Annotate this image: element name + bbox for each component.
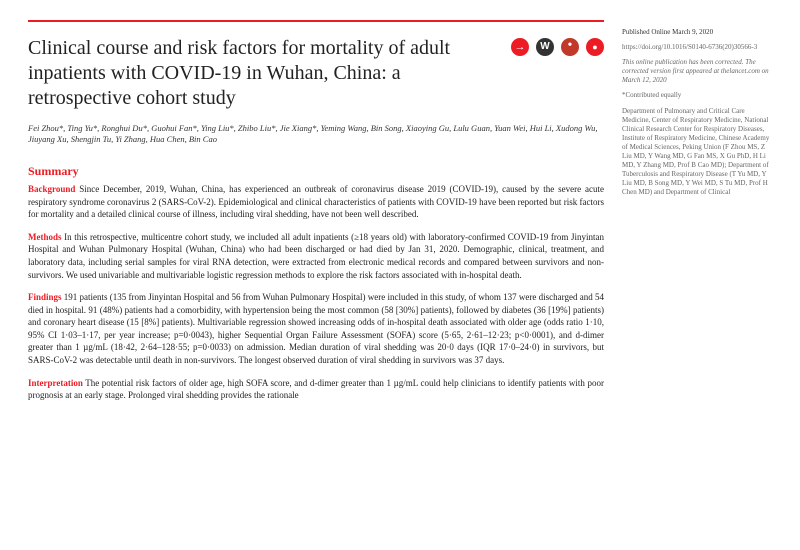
methods-text: In this retrospective, multicentre cohor… (28, 232, 604, 280)
interpretation-text: The potential risk factors of older age,… (28, 378, 604, 401)
author-list: Fei Zhou*, Ting Yu*, Ronghui Du*, Guohui… (28, 123, 604, 146)
findings-section: Findings 191 patients (135 from Jinyinta… (28, 291, 604, 367)
findings-lead: Findings (28, 292, 62, 302)
methods-lead: Methods (28, 232, 62, 242)
person-icon (561, 38, 579, 56)
sidebar-column: Published Online March 9, 2020 https://d… (622, 20, 772, 412)
findings-text: 191 patients (135 from Jinyintan Hospita… (28, 292, 604, 365)
main-column: Clinical course and risk factors for mor… (28, 20, 622, 412)
interpretation-lead: Interpretation (28, 378, 83, 388)
background-text: Since December, 2019, Wuhan, China, has … (28, 184, 604, 219)
interpretation-section: Interpretation The potential risk factor… (28, 377, 604, 402)
journal-rule (28, 20, 604, 22)
contrib-note: *Contributed equally (622, 91, 772, 100)
globe-icon (586, 38, 604, 56)
published-line: Published Online March 9, 2020 (622, 28, 772, 37)
background-lead: Background (28, 184, 75, 194)
doi-line: https://doi.org/10.1016/S0140-6736(20)30… (622, 43, 772, 52)
arrow-icon (511, 38, 529, 56)
correction-note: This online publication has been correct… (622, 58, 772, 85)
affiliations: Department of Pulmonary and Critical Car… (622, 107, 772, 198)
background-section: Background Since December, 2019, Wuhan, … (28, 183, 604, 221)
w-icon (536, 38, 554, 56)
badge-icons (508, 38, 604, 56)
summary-heading: Summary (28, 164, 604, 179)
methods-section: Methods In this retrospective, multicent… (28, 231, 604, 281)
